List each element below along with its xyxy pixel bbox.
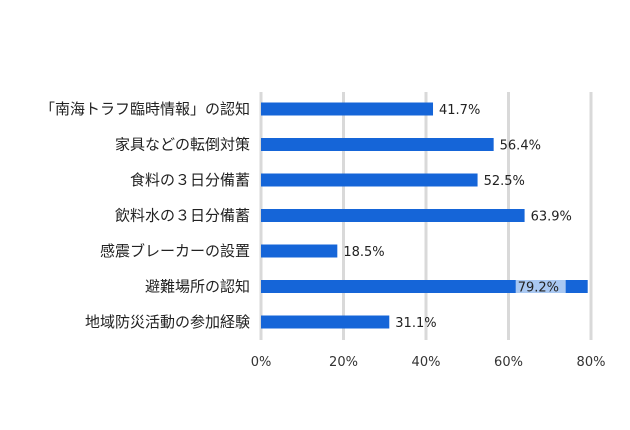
data-label: 52.5% [484,174,525,189]
category-labels: 「南海トラフ臨時情報」の認知家具などの転倒対策食料の３日分備蓄飲料水の３日分備蓄… [40,100,250,331]
category-label: 感震ブレーカーの設置 [100,242,250,260]
bar [261,244,338,258]
bar [261,209,525,222]
category-label: 地域防災活動の参加経験 [85,313,250,331]
bars [261,102,588,329]
data-label: 41.7% [439,103,480,118]
bar [261,315,390,329]
x-tick-label: 60% [494,355,523,370]
x-tick-label: 40% [412,355,441,370]
x-tick-label: 0% [251,355,272,370]
x-tick-label: 80% [577,355,606,370]
bar [261,102,434,116]
category-label: 飲料水の３日分備蓄 [115,207,250,225]
bar [261,138,494,151]
x-axis-tick-labels: 0% 20% 40% 60% 80% [251,355,606,370]
data-label: 63.9% [531,210,572,225]
category-label: 食料の３日分備蓄 [130,171,250,189]
data-label: 18.5% [343,245,384,260]
data-label: 56.4% [500,139,541,154]
data-labels: 41.7% 56.4% 52.5% 63.9% 18.5% 79.2% 31.1% [343,103,572,331]
category-label: 避難場所の認知 [145,278,250,296]
data-label: 79.2% [518,281,559,296]
data-label: 31.1% [395,316,436,331]
x-tick-label: 20% [329,355,358,370]
bar [261,280,588,293]
category-label: 「南海トラフ臨時情報」の認知 [40,100,250,118]
bar [261,173,478,187]
category-label: 家具などの転倒対策 [115,136,250,154]
data-label-background [515,280,566,293]
